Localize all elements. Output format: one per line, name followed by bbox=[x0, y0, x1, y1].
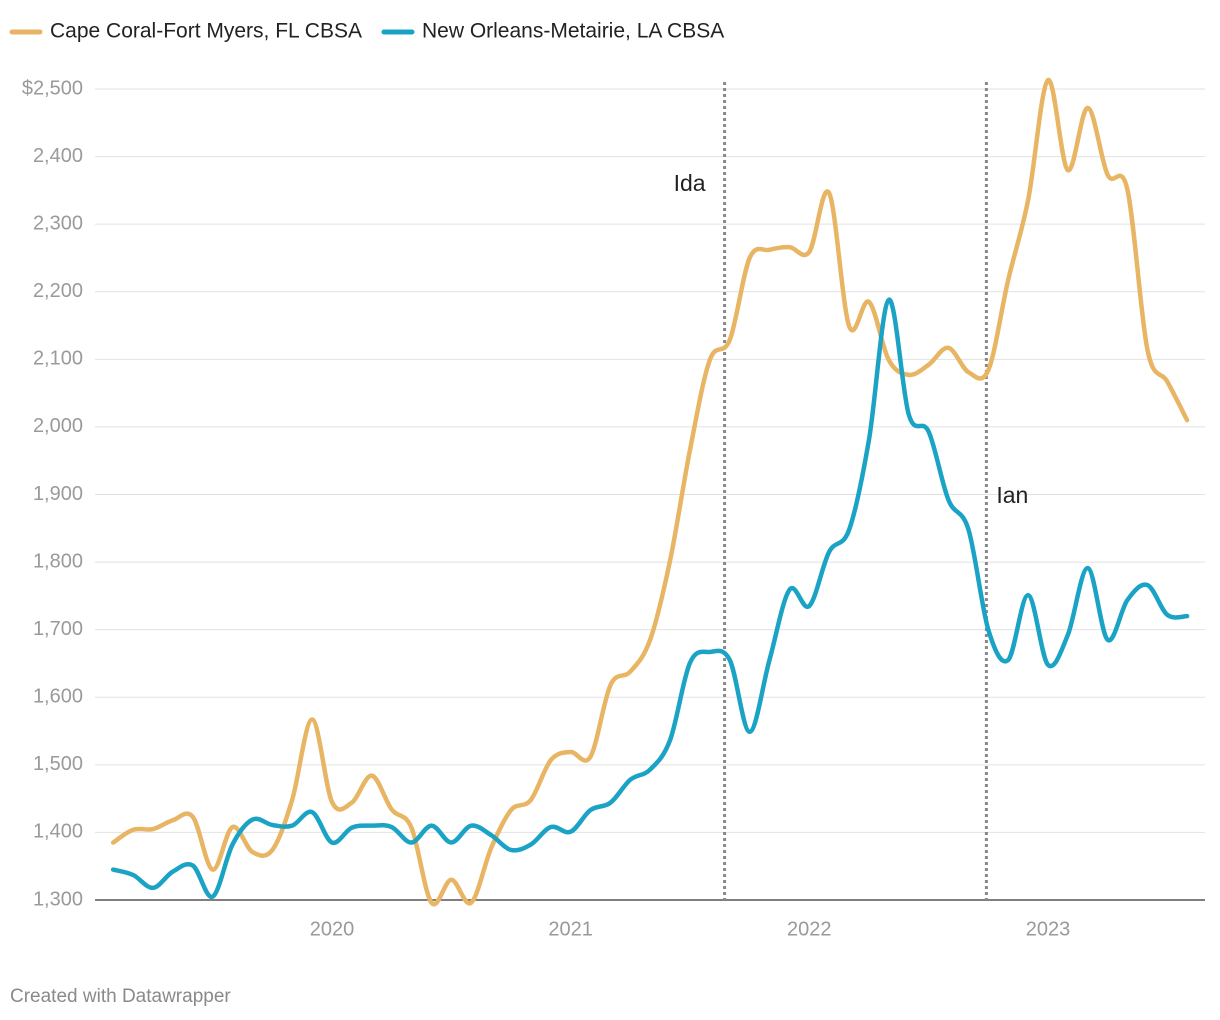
annotation: Ian bbox=[996, 482, 1028, 508]
y-tick-label: 1,400 bbox=[33, 821, 83, 843]
y-tick-label: 1,700 bbox=[33, 618, 83, 640]
y-tick-label: 1,300 bbox=[33, 888, 83, 910]
annotation: Ida bbox=[674, 170, 706, 196]
series-line bbox=[110, 77, 1190, 907]
y-tick-label: 2,100 bbox=[33, 348, 83, 370]
y-tick-label: $2,500 bbox=[22, 77, 83, 99]
y-tick-label: 2,000 bbox=[33, 415, 83, 437]
series-line bbox=[110, 297, 1190, 899]
x-tick-label: 2020 bbox=[310, 918, 355, 940]
x-tick-label: 2021 bbox=[548, 918, 593, 940]
y-tick-label: 1,600 bbox=[33, 686, 83, 708]
footer: Created with Datawrapper bbox=[10, 986, 231, 1007]
legend-label: Cape Coral-Fort Myers, FL CBSA bbox=[50, 20, 362, 43]
y-tick-label: 1,500 bbox=[33, 753, 83, 775]
y-tick-label: 1,900 bbox=[33, 483, 83, 505]
y-tick-label: 2,200 bbox=[33, 280, 83, 302]
y-tick-label: 2,300 bbox=[33, 212, 83, 234]
y-tick-label: 1,800 bbox=[33, 550, 83, 572]
y-tick-label: 2,400 bbox=[33, 145, 83, 167]
legend-label: New Orleans-Metairie, LA CBSA bbox=[422, 20, 724, 43]
x-tick-label: 2022 bbox=[787, 918, 832, 940]
x-tick-label: 2023 bbox=[1026, 918, 1071, 940]
